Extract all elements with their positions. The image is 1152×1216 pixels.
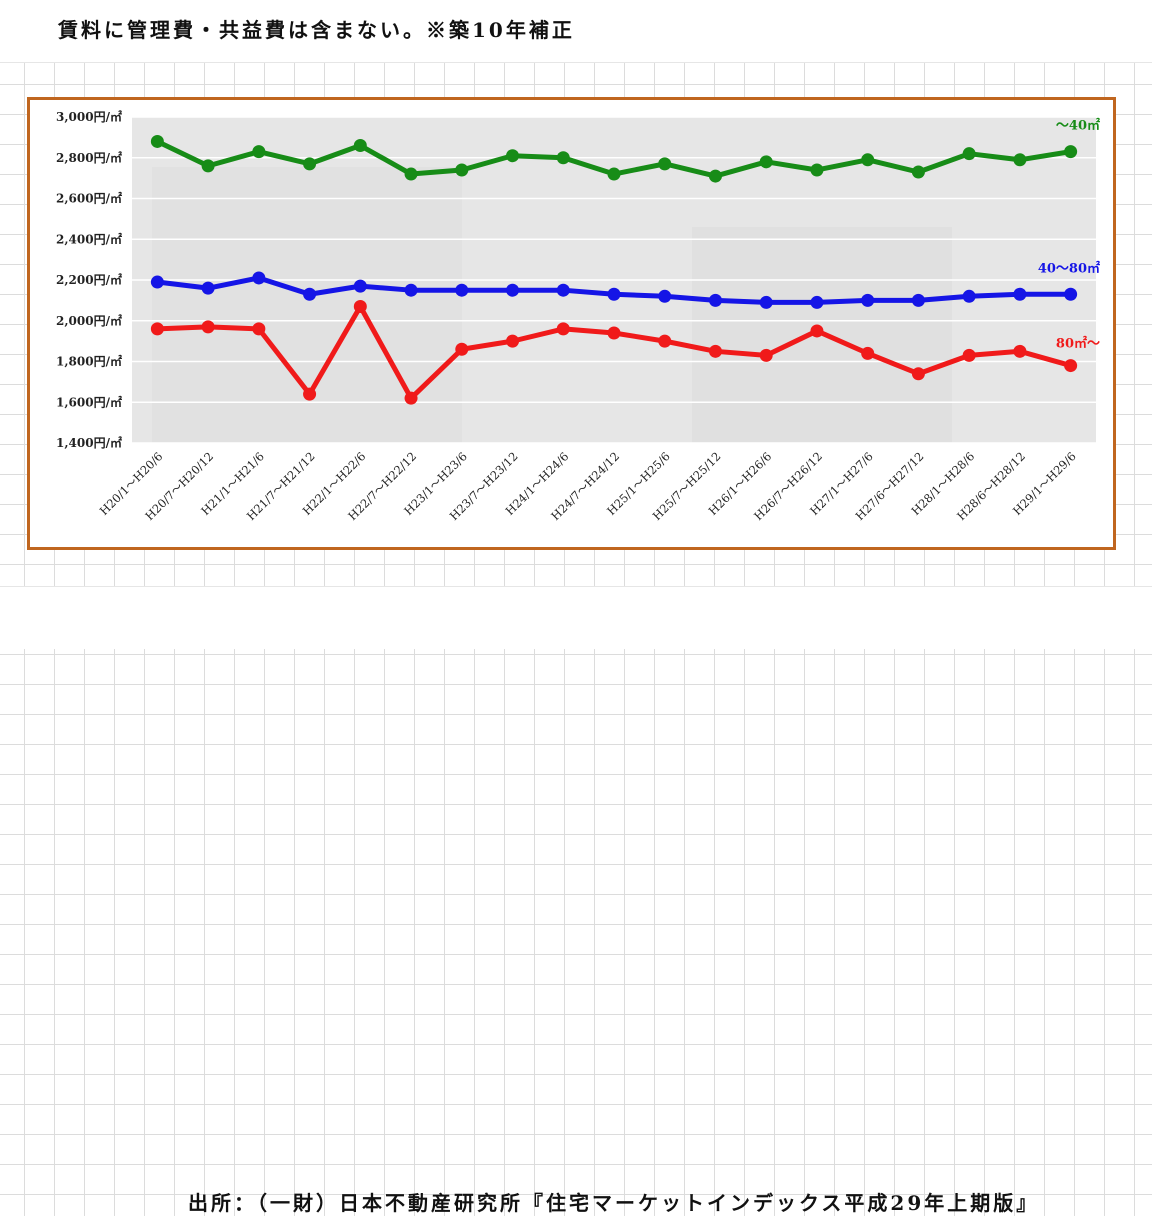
data-point xyxy=(810,295,824,309)
data-point xyxy=(962,348,976,362)
data-point xyxy=(810,163,824,177)
series-label: 80㎡～ xyxy=(1056,336,1100,352)
data-point xyxy=(404,167,418,181)
data-point xyxy=(556,151,570,165)
series-label: 40～80㎡ xyxy=(1038,260,1100,276)
data-point xyxy=(1013,287,1027,301)
data-point xyxy=(658,334,672,348)
header-note: 賃料に管理費・共益費は含まない。※築10年補正 xyxy=(58,18,575,42)
data-point xyxy=(607,326,621,340)
data-point xyxy=(404,391,418,405)
data-point xyxy=(455,163,469,177)
data-point xyxy=(911,165,925,179)
header-band: 賃料に管理費・共益費は含まない。※築10年補正 xyxy=(0,0,1152,63)
data-point xyxy=(861,293,875,307)
data-point xyxy=(556,283,570,297)
data-point xyxy=(150,275,164,289)
data-point xyxy=(201,159,215,173)
data-point xyxy=(252,145,266,159)
data-point xyxy=(861,153,875,167)
data-point xyxy=(353,299,367,313)
data-point xyxy=(455,342,469,356)
data-point xyxy=(1013,153,1027,167)
data-point xyxy=(658,157,672,171)
data-point xyxy=(556,322,570,336)
data-point xyxy=(708,169,722,183)
data-point xyxy=(303,387,317,401)
data-point xyxy=(1064,359,1078,373)
data-point xyxy=(962,147,976,161)
data-point xyxy=(759,155,773,169)
y-tick-label: 3,000円/㎡ xyxy=(56,109,122,124)
y-tick-label: 2,800円/㎡ xyxy=(56,150,122,165)
data-point xyxy=(506,334,520,348)
y-tick-label: 1,400円/㎡ xyxy=(56,435,122,450)
data-point xyxy=(861,346,875,360)
data-point xyxy=(607,287,621,301)
data-point xyxy=(506,283,520,297)
data-point xyxy=(303,157,317,171)
chart-frame: 1,400円/㎡ 1,600円/㎡ 1,800円/㎡ 2,000円/㎡ 2,200円/㎡… xyxy=(27,97,1116,635)
y-tick-label: 2,600円/㎡ xyxy=(56,191,122,206)
y-tick-label: 2,400円/㎡ xyxy=(56,231,122,246)
data-point xyxy=(911,293,925,307)
series-label: ～40㎡ xyxy=(1056,118,1100,134)
data-point xyxy=(150,322,164,336)
data-point xyxy=(1064,145,1078,159)
data-point xyxy=(506,149,520,163)
data-point xyxy=(201,320,215,334)
data-point xyxy=(353,279,367,293)
data-point xyxy=(252,271,266,285)
y-tick-label: 2,000円/㎡ xyxy=(56,313,122,328)
data-point xyxy=(1013,344,1027,358)
footer-band: 出所：（一財）日本不動産研究所『住宅マーケットインデックス平成29年上期版』 xyxy=(0,586,1152,1215)
data-point xyxy=(404,283,418,297)
data-point xyxy=(353,139,367,153)
data-point xyxy=(708,344,722,358)
data-point xyxy=(658,289,672,303)
data-point xyxy=(303,287,317,301)
y-tick-label: 2,200円/㎡ xyxy=(56,272,122,287)
data-point xyxy=(759,348,773,362)
data-point xyxy=(810,324,824,338)
rent-line-chart: 1,400円/㎡ 1,600円/㎡ 1,800円/㎡ 2,000円/㎡ 2,200円/㎡… xyxy=(56,109,1100,523)
data-point xyxy=(201,281,215,295)
y-tick-label: 1,600円/㎡ xyxy=(56,394,122,409)
data-point xyxy=(1064,287,1078,301)
data-point xyxy=(455,283,469,297)
data-point xyxy=(607,167,621,181)
data-point xyxy=(150,134,164,148)
source-note: 出所：（一財）日本不動産研究所『住宅マーケットインデックス平成29年上期版』 xyxy=(188,1191,1040,1215)
data-point xyxy=(708,293,722,307)
data-point xyxy=(759,295,773,309)
data-point xyxy=(911,367,925,381)
data-point xyxy=(962,289,976,303)
data-point xyxy=(252,322,266,336)
y-tick-label: 1,800円/㎡ xyxy=(56,354,122,369)
